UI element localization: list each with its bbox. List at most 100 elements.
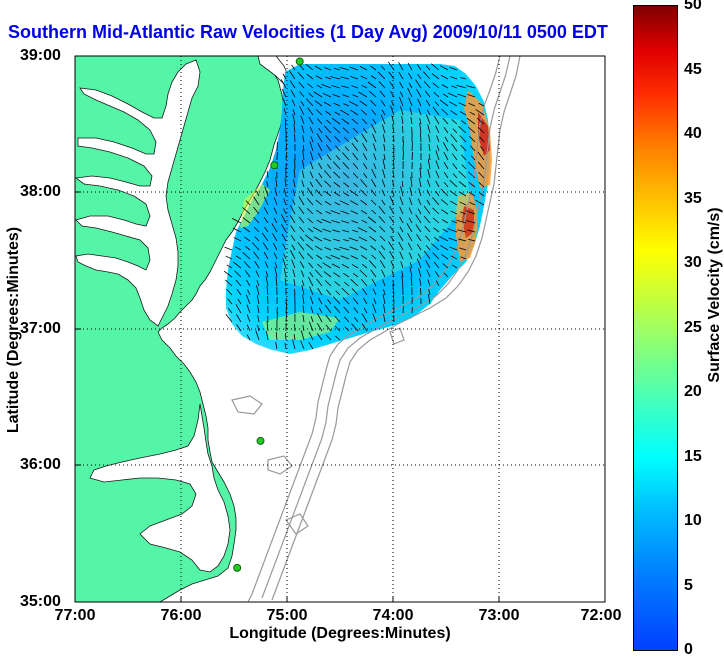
velocity-vector [292, 109, 296, 116]
velocity-vector [407, 233, 413, 242]
velocity-vector [359, 66, 368, 71]
velocity-vector [372, 288, 377, 296]
velocity-vector [382, 294, 386, 305]
velocity-vector [440, 188, 449, 197]
velocity-vector [443, 151, 449, 161]
velocity-vector [301, 170, 305, 179]
velocity-vector [417, 253, 422, 260]
velocity-vector [470, 155, 476, 161]
velocity-vector [460, 144, 467, 152]
velocity-vector [361, 118, 368, 125]
velocity-vector [352, 229, 359, 233]
velocity-vector [310, 306, 314, 314]
velocity-vector [290, 249, 296, 260]
velocity-vector [401, 276, 404, 287]
velocity-vector [408, 97, 413, 107]
velocity-vector [256, 280, 260, 287]
velocity-vector [225, 279, 233, 287]
velocity-vector [371, 168, 377, 179]
velocity-vector [290, 225, 296, 233]
velocity-vector [448, 237, 458, 242]
velocity-vector [272, 233, 278, 242]
velocity-vector [368, 90, 377, 98]
velocity-vector [257, 325, 260, 332]
velocity-vector [265, 271, 269, 278]
velocity-vector [299, 260, 305, 269]
velocity-vector [469, 136, 476, 143]
velocity-vector [400, 186, 404, 197]
velocity-vector [301, 280, 305, 287]
velocity-vector [409, 187, 413, 197]
velocity-vector [255, 190, 260, 197]
radar-station-marker [256, 436, 265, 445]
velocity-vector [459, 201, 467, 206]
velocity-vector [315, 189, 323, 197]
velocity-vector [275, 342, 278, 350]
velocity-vector [325, 144, 332, 152]
velocity-vector [350, 278, 359, 287]
velocity-vector [326, 154, 332, 161]
velocity-vector [342, 162, 350, 170]
velocity-vector [282, 258, 287, 269]
velocity-vector [401, 181, 404, 188]
velocity-vector [467, 126, 476, 134]
velocity-vector [389, 216, 395, 224]
velocity-vector [383, 314, 386, 323]
velocity-vector [282, 98, 287, 107]
velocity-vector [382, 169, 386, 179]
velocity-vector [272, 242, 278, 251]
velocity-vector [426, 269, 431, 278]
velocity-vector [314, 100, 323, 107]
velocity-vector [434, 236, 440, 242]
velocity-vector [292, 269, 296, 278]
velocity-vector [321, 218, 332, 224]
velocity-vector [293, 124, 296, 134]
velocity-vector [398, 71, 404, 80]
velocity-vector [289, 205, 296, 215]
velocity-vector [283, 253, 287, 260]
velocity-vector [324, 67, 332, 71]
velocity-vector [325, 211, 332, 215]
velocity-vector [242, 251, 251, 260]
velocity-vector [333, 102, 341, 107]
velocity-vector [399, 216, 404, 224]
velocity-vector [334, 281, 341, 287]
velocity-vector [298, 206, 305, 215]
velocity-vector [427, 159, 431, 170]
velocity-vector [467, 161, 476, 170]
velocity-vector [235, 279, 242, 287]
velocity-vector [334, 202, 341, 206]
velocity-vector [458, 170, 467, 179]
velocity-vector [360, 278, 368, 287]
velocity-vector [307, 107, 314, 116]
velocity-vector [321, 84, 332, 89]
velocity-vector [292, 114, 296, 125]
velocity-vector [316, 133, 323, 143]
velocity-vector [352, 273, 359, 278]
velocity-vector [317, 142, 323, 152]
velocity-vector [300, 100, 305, 107]
velocity-vector [352, 94, 359, 98]
velocity-vector [363, 307, 368, 314]
velocity-vector [301, 125, 305, 134]
velocity-vector [318, 172, 323, 179]
velocity-vector [360, 109, 368, 116]
velocity-vector [380, 100, 386, 107]
velocity-vector [335, 155, 341, 161]
velocity-vector [318, 307, 323, 314]
velocity-vector [352, 297, 359, 305]
velocity-vector [393, 159, 395, 170]
velocity-vector [305, 243, 314, 251]
velocity-vector [379, 260, 386, 269]
velocity-vector [360, 179, 368, 188]
velocity-vector [242, 207, 251, 215]
velocity-vector [363, 127, 368, 134]
velocity-vector [261, 232, 269, 242]
velocity-vector [324, 280, 332, 287]
velocity-vector [301, 180, 305, 188]
velocity-vector [390, 260, 395, 269]
velocity-vector [298, 81, 305, 89]
velocity-vector [443, 171, 449, 179]
velocity-vector [284, 343, 287, 350]
velocity-vector [322, 262, 332, 269]
